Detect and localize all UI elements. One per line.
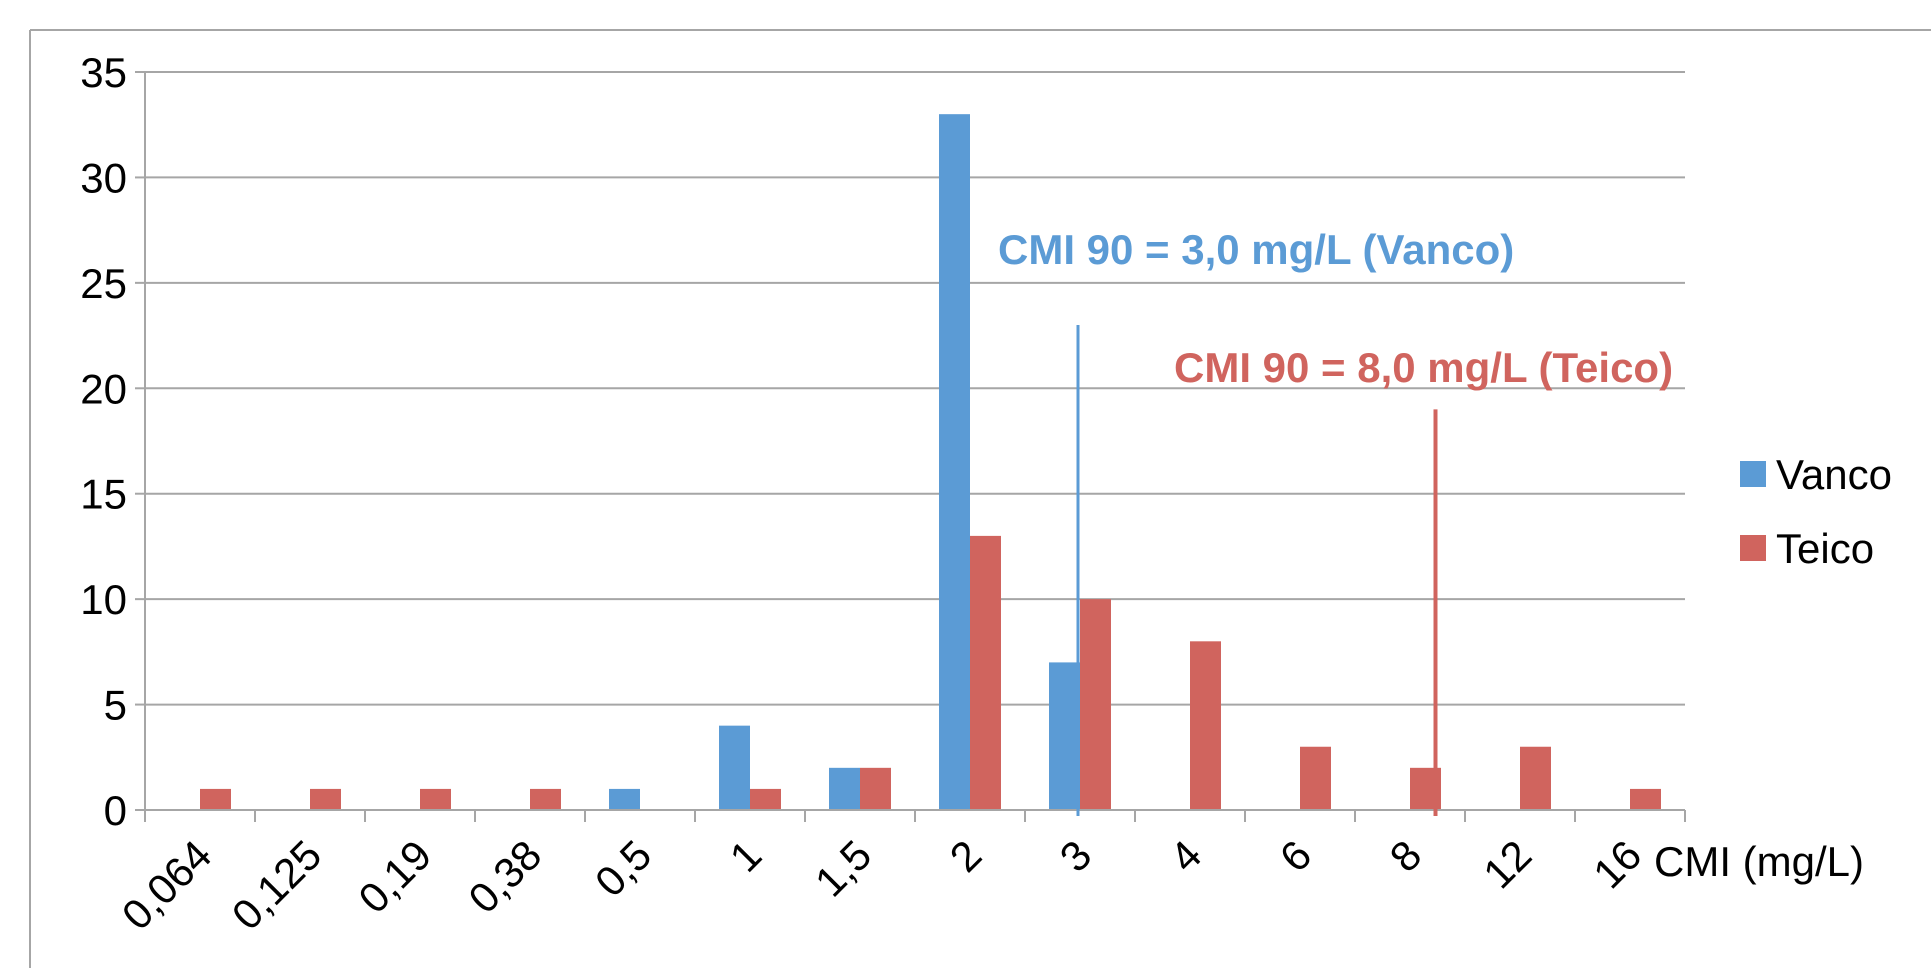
x-tick-label: 0,064 — [113, 831, 221, 939]
bar-vanco-8 — [1049, 662, 1080, 810]
y-tick-label: 15 — [80, 471, 127, 518]
y-tick-label: 30 — [80, 154, 127, 201]
bar-teico-8 — [1080, 599, 1111, 810]
annotations: CMI 90 = 3,0 mg/L (Vanco) CMI 90 = 8,0 mg… — [998, 226, 1673, 816]
bar-teico-10 — [1300, 746, 1331, 810]
legend-label-vanco: Vanco — [1776, 451, 1892, 498]
bar-teico-5 — [750, 788, 781, 810]
x-tick-label: 12 — [1474, 831, 1540, 897]
y-tick-label: 10 — [80, 576, 127, 623]
x-tick-label: 6 — [1271, 831, 1321, 881]
bar-teico-13 — [1630, 788, 1661, 810]
bar-vanco-5 — [719, 725, 750, 810]
y-tick-labels: 0 5 10 15 20 25 30 35 — [80, 49, 127, 834]
x-tick-label: 8 — [1381, 831, 1431, 881]
x-tick-label: 0,125 — [223, 831, 331, 939]
y-tick-label: 0 — [104, 787, 127, 834]
y-tick-label: 35 — [80, 49, 127, 96]
cmi90-annotation: CMI 90 = 3,0 mg/L (Vanco) — [998, 226, 1514, 273]
x-tick-label: 16 — [1584, 831, 1650, 897]
x-tick-label: 0,5 — [586, 831, 661, 906]
bar-vanco-4 — [609, 788, 640, 810]
bar-teico-3 — [530, 788, 561, 810]
bar-vanco-6 — [829, 767, 860, 810]
bar-teico-9 — [1190, 641, 1221, 810]
legend: Vanco Teico — [1740, 451, 1892, 572]
x-tick-label: 4 — [1161, 831, 1211, 881]
bar-vanco-7 — [939, 114, 970, 810]
bar-teico-0 — [200, 788, 231, 810]
x-tick-label: 3 — [1051, 831, 1101, 881]
x-tick-labels: 0,064 0,125 0,19 0,38 0,5 1 1,5 2 3 4 6 8 12 16 — [113, 831, 1651, 939]
bars — [200, 114, 1661, 810]
cmi90-annotation: CMI 90 = 8,0 mg/L (Teico) — [1174, 344, 1673, 391]
y-tick-label: 20 — [80, 365, 127, 412]
y-tick-label: 25 — [80, 260, 127, 307]
bar-teico-6 — [860, 767, 891, 810]
legend-label-teico: Teico — [1776, 525, 1874, 572]
x-tick-label: 1 — [721, 831, 771, 881]
bar-teico-1 — [310, 788, 341, 810]
bar-teico-7 — [970, 535, 1001, 810]
x-tick-label: 2 — [941, 831, 991, 881]
bar-teico-2 — [420, 788, 451, 810]
x-axis-title: CMI (mg/L) — [1654, 838, 1864, 885]
bar-teico-12 — [1520, 746, 1551, 810]
legend-swatch-teico — [1740, 535, 1766, 561]
axes — [144, 72, 1686, 822]
grid-lines — [135, 71, 1685, 811]
x-tick-label: 0,38 — [459, 831, 550, 922]
legend-swatch-vanco — [1740, 461, 1766, 487]
y-tick-label: 5 — [104, 682, 127, 729]
x-tick-label: 1,5 — [806, 831, 881, 906]
x-tick-label: 0,19 — [349, 831, 440, 922]
